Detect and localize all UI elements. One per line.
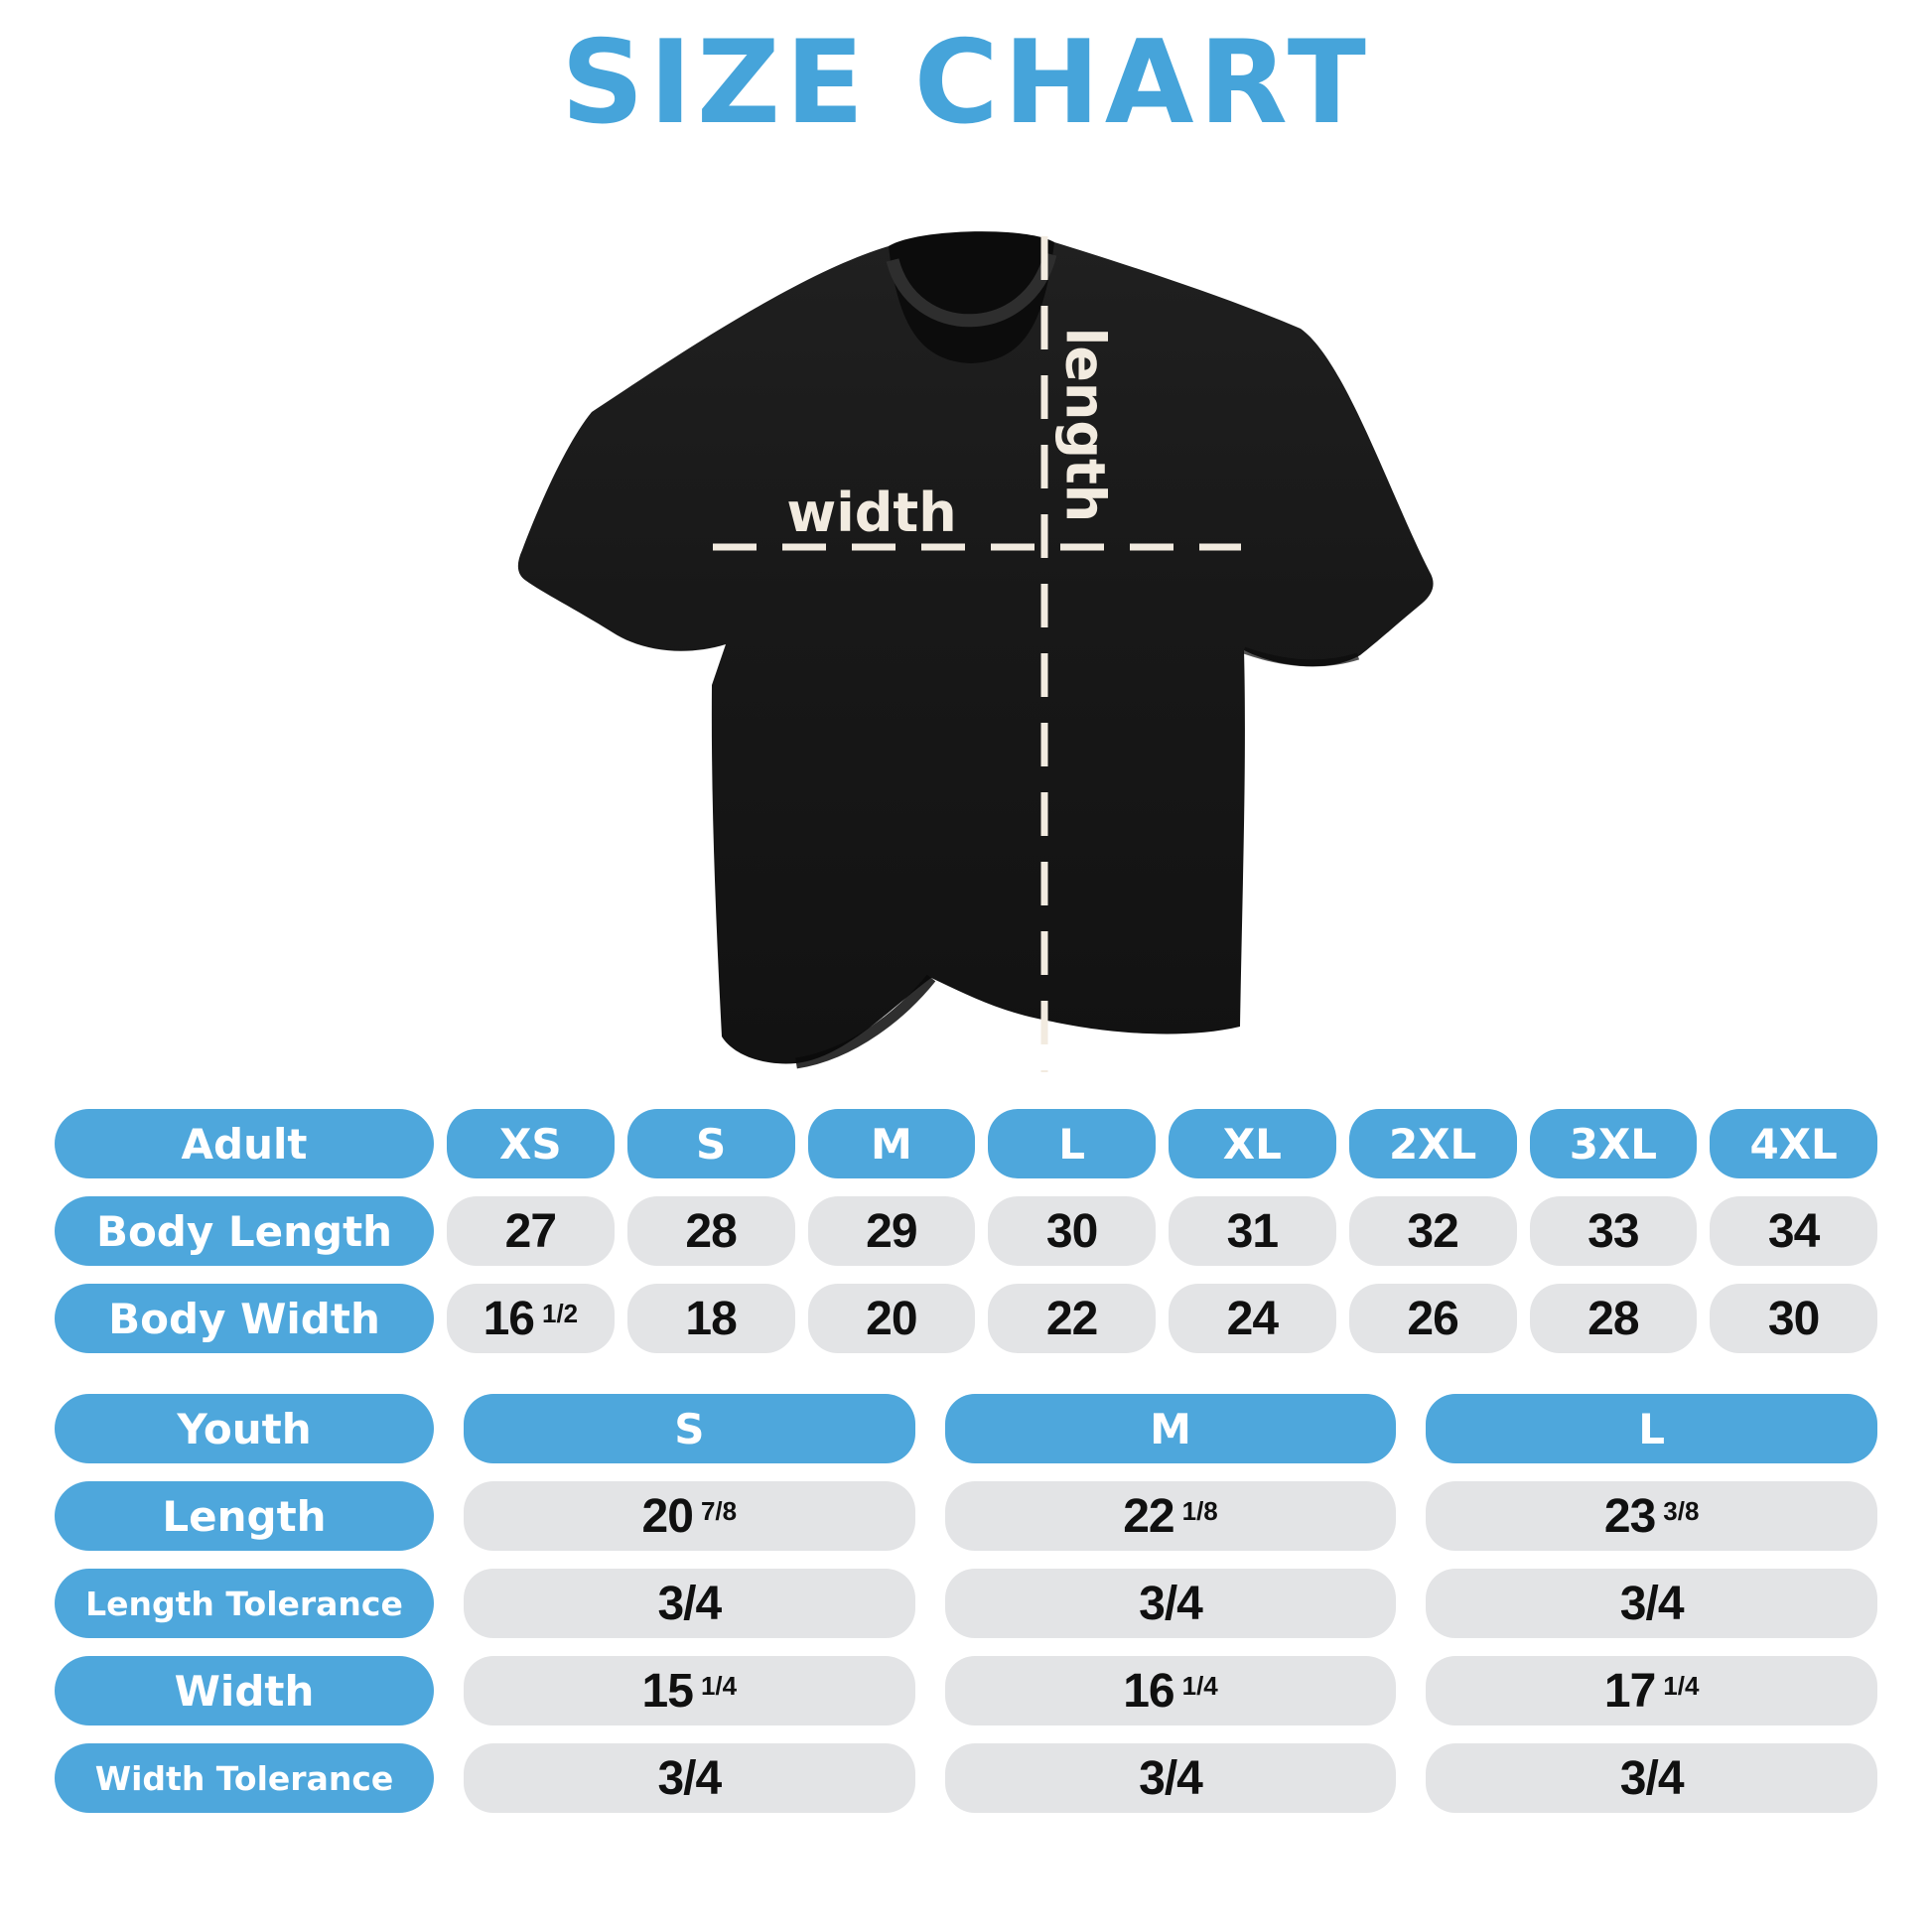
value-cell: 22 <box>988 1284 1156 1353</box>
value-cell: 29 <box>807 1196 976 1266</box>
value-cell: 3/4 <box>1426 1743 1877 1813</box>
value-cell: 30 <box>1710 1284 1877 1353</box>
value-cell: 30 <box>988 1196 1156 1266</box>
value-cell: 3/4 <box>944 1743 1397 1813</box>
value-cell: 32 <box>1348 1196 1517 1266</box>
length-label: length <box>1054 328 1117 523</box>
row-label-width: Width <box>55 1656 434 1725</box>
size-header-xs: XS <box>447 1109 615 1178</box>
youth-length-row: Length 20 7/8 22 1/8 23 3/8 <box>55 1481 1877 1551</box>
body-length-row: Body Length 27 28 29 30 31 32 33 34 <box>55 1196 1877 1266</box>
tshirt-collar-band <box>886 252 1057 328</box>
value-cell: 3/4 <box>464 1569 915 1638</box>
row-label-body-width: Body Width <box>55 1284 434 1353</box>
value-cell: 26 <box>1348 1284 1517 1353</box>
value-cell: 20 <box>807 1284 976 1353</box>
row-label-width-tolerance: Width Tolerance <box>55 1743 434 1813</box>
page-title: SIZE CHART <box>561 16 1371 150</box>
youth-size-header-s: S <box>464 1394 915 1463</box>
value-cell: 17 1/4 <box>1426 1656 1877 1725</box>
row-label-body-length: Body Length <box>55 1196 434 1266</box>
value-cell: 31 <box>1169 1196 1336 1266</box>
adult-size-table: Adult XS S M L XL 2XL 3XL 4XL Body Lengt… <box>55 1109 1877 1371</box>
value-cell: 24 <box>1169 1284 1336 1353</box>
row-label-length: Length <box>55 1481 434 1551</box>
value-cell: 3/4 <box>1426 1569 1877 1638</box>
tshirt-silhouette <box>517 232 1434 1064</box>
youth-table-label: Youth <box>55 1394 434 1463</box>
body-width-row: Body Width 16 1/2 18 20 22 24 26 28 30 <box>55 1284 1877 1353</box>
size-header-xl: XL <box>1169 1109 1336 1178</box>
youth-size-table: Youth S M L Length 20 7/8 22 1/8 23 3/8 Len… <box>55 1394 1877 1831</box>
value-cell: 20 7/8 <box>464 1481 915 1551</box>
value-cell: 33 <box>1529 1196 1698 1266</box>
adult-table-label: Adult <box>55 1109 434 1178</box>
youth-width-row: Width 15 1/4 16 1/4 17 1/4 <box>55 1656 1877 1725</box>
row-label-length-tolerance: Length Tolerance <box>55 1569 434 1638</box>
value-cell: 16 1/2 <box>447 1284 615 1353</box>
value-cell: 23 3/8 <box>1426 1481 1877 1551</box>
size-header-m: M <box>807 1109 976 1178</box>
size-header-4xl: 4XL <box>1710 1109 1877 1178</box>
tshirt-neck-opening <box>889 231 1054 363</box>
tshirt-measurement-diagram: width length <box>496 167 1449 1092</box>
value-cell: 3/4 <box>464 1743 915 1813</box>
value-cell: 28 <box>626 1196 795 1266</box>
adult-header-row: Adult XS S M L XL 2XL 3XL 4XL <box>55 1109 1877 1178</box>
size-header-s: S <box>626 1109 795 1178</box>
youth-size-header-m: M <box>944 1394 1397 1463</box>
youth-size-header-l: L <box>1426 1394 1877 1463</box>
value-cell: 27 <box>447 1196 615 1266</box>
value-cell: 18 <box>626 1284 795 1353</box>
size-header-3xl: 3XL <box>1529 1109 1698 1178</box>
youth-header-row: Youth S M L <box>55 1394 1877 1463</box>
size-header-2xl: 2XL <box>1348 1109 1517 1178</box>
value-cell: 28 <box>1529 1284 1698 1353</box>
value-cell: 15 1/4 <box>464 1656 915 1725</box>
tshirt-hem-fold <box>795 974 936 1069</box>
youth-length-tolerance-row: Length Tolerance 3/4 3/4 3/4 <box>55 1569 1877 1638</box>
value-cell: 16 1/4 <box>944 1656 1397 1725</box>
size-header-l: L <box>988 1109 1156 1178</box>
width-label: width <box>786 482 956 544</box>
value-cell: 34 <box>1710 1196 1877 1266</box>
value-cell: 3/4 <box>944 1569 1397 1638</box>
youth-width-tolerance-row: Width Tolerance 3/4 3/4 3/4 <box>55 1743 1877 1813</box>
value-cell: 22 1/8 <box>944 1481 1397 1551</box>
tshirt-sleeve-crease <box>1242 646 1360 667</box>
tshirt-svg: width length <box>517 231 1434 1072</box>
